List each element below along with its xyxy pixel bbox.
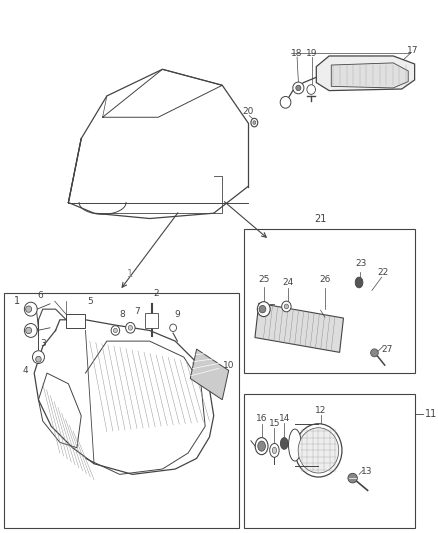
Ellipse shape: [259, 305, 266, 313]
Ellipse shape: [128, 325, 133, 330]
Polygon shape: [255, 303, 343, 352]
Text: 7: 7: [134, 308, 140, 316]
Polygon shape: [331, 63, 408, 88]
Text: 9: 9: [174, 310, 180, 319]
Text: 16: 16: [256, 414, 267, 423]
Ellipse shape: [355, 277, 363, 288]
Ellipse shape: [280, 438, 288, 449]
Ellipse shape: [282, 301, 291, 312]
Ellipse shape: [35, 356, 41, 362]
Ellipse shape: [307, 85, 315, 94]
Text: 2: 2: [153, 289, 159, 297]
Ellipse shape: [253, 120, 256, 124]
Ellipse shape: [251, 118, 258, 127]
Ellipse shape: [26, 327, 32, 334]
Text: 4: 4: [23, 366, 28, 375]
Ellipse shape: [270, 443, 279, 457]
Polygon shape: [190, 349, 229, 400]
Ellipse shape: [25, 302, 37, 316]
Ellipse shape: [295, 424, 342, 477]
Text: 8: 8: [119, 310, 125, 319]
Text: 27: 27: [381, 345, 392, 353]
Ellipse shape: [298, 427, 339, 473]
Text: 17: 17: [407, 46, 418, 55]
Polygon shape: [316, 56, 415, 91]
Text: 13: 13: [361, 467, 372, 476]
Ellipse shape: [32, 351, 44, 364]
Text: 15: 15: [268, 419, 280, 428]
Ellipse shape: [126, 322, 135, 333]
Text: 10: 10: [223, 361, 234, 369]
Text: 11: 11: [425, 409, 438, 419]
Text: 21: 21: [314, 214, 327, 223]
Text: 12: 12: [315, 406, 326, 415]
Text: 1: 1: [127, 270, 134, 279]
Text: 6: 6: [38, 292, 43, 300]
Ellipse shape: [280, 96, 291, 108]
Ellipse shape: [25, 324, 37, 337]
Ellipse shape: [170, 324, 177, 332]
Text: 14: 14: [279, 414, 290, 423]
Text: 22: 22: [377, 269, 388, 277]
Ellipse shape: [289, 429, 301, 461]
Ellipse shape: [258, 441, 265, 451]
Text: 20: 20: [242, 108, 254, 116]
Ellipse shape: [255, 438, 268, 455]
Text: 24: 24: [282, 278, 293, 287]
Bar: [145, 313, 158, 328]
Ellipse shape: [257, 302, 270, 317]
Text: 26: 26: [319, 276, 331, 284]
Text: 5: 5: [87, 297, 93, 305]
Bar: [66, 314, 85, 328]
Text: 25: 25: [258, 276, 269, 284]
Ellipse shape: [113, 328, 117, 333]
Text: 18: 18: [291, 49, 303, 58]
Ellipse shape: [296, 85, 301, 91]
Ellipse shape: [293, 82, 304, 94]
Bar: [244, 229, 415, 373]
Text: 19: 19: [306, 49, 318, 58]
Text: 3: 3: [40, 340, 46, 348]
Text: 23: 23: [356, 260, 367, 268]
Ellipse shape: [26, 306, 32, 312]
Ellipse shape: [371, 349, 378, 357]
Ellipse shape: [272, 447, 276, 454]
Bar: [244, 394, 415, 528]
Ellipse shape: [348, 473, 357, 483]
Text: 1: 1: [14, 296, 20, 306]
Ellipse shape: [284, 304, 289, 309]
Bar: [4, 293, 240, 528]
Ellipse shape: [111, 326, 120, 335]
